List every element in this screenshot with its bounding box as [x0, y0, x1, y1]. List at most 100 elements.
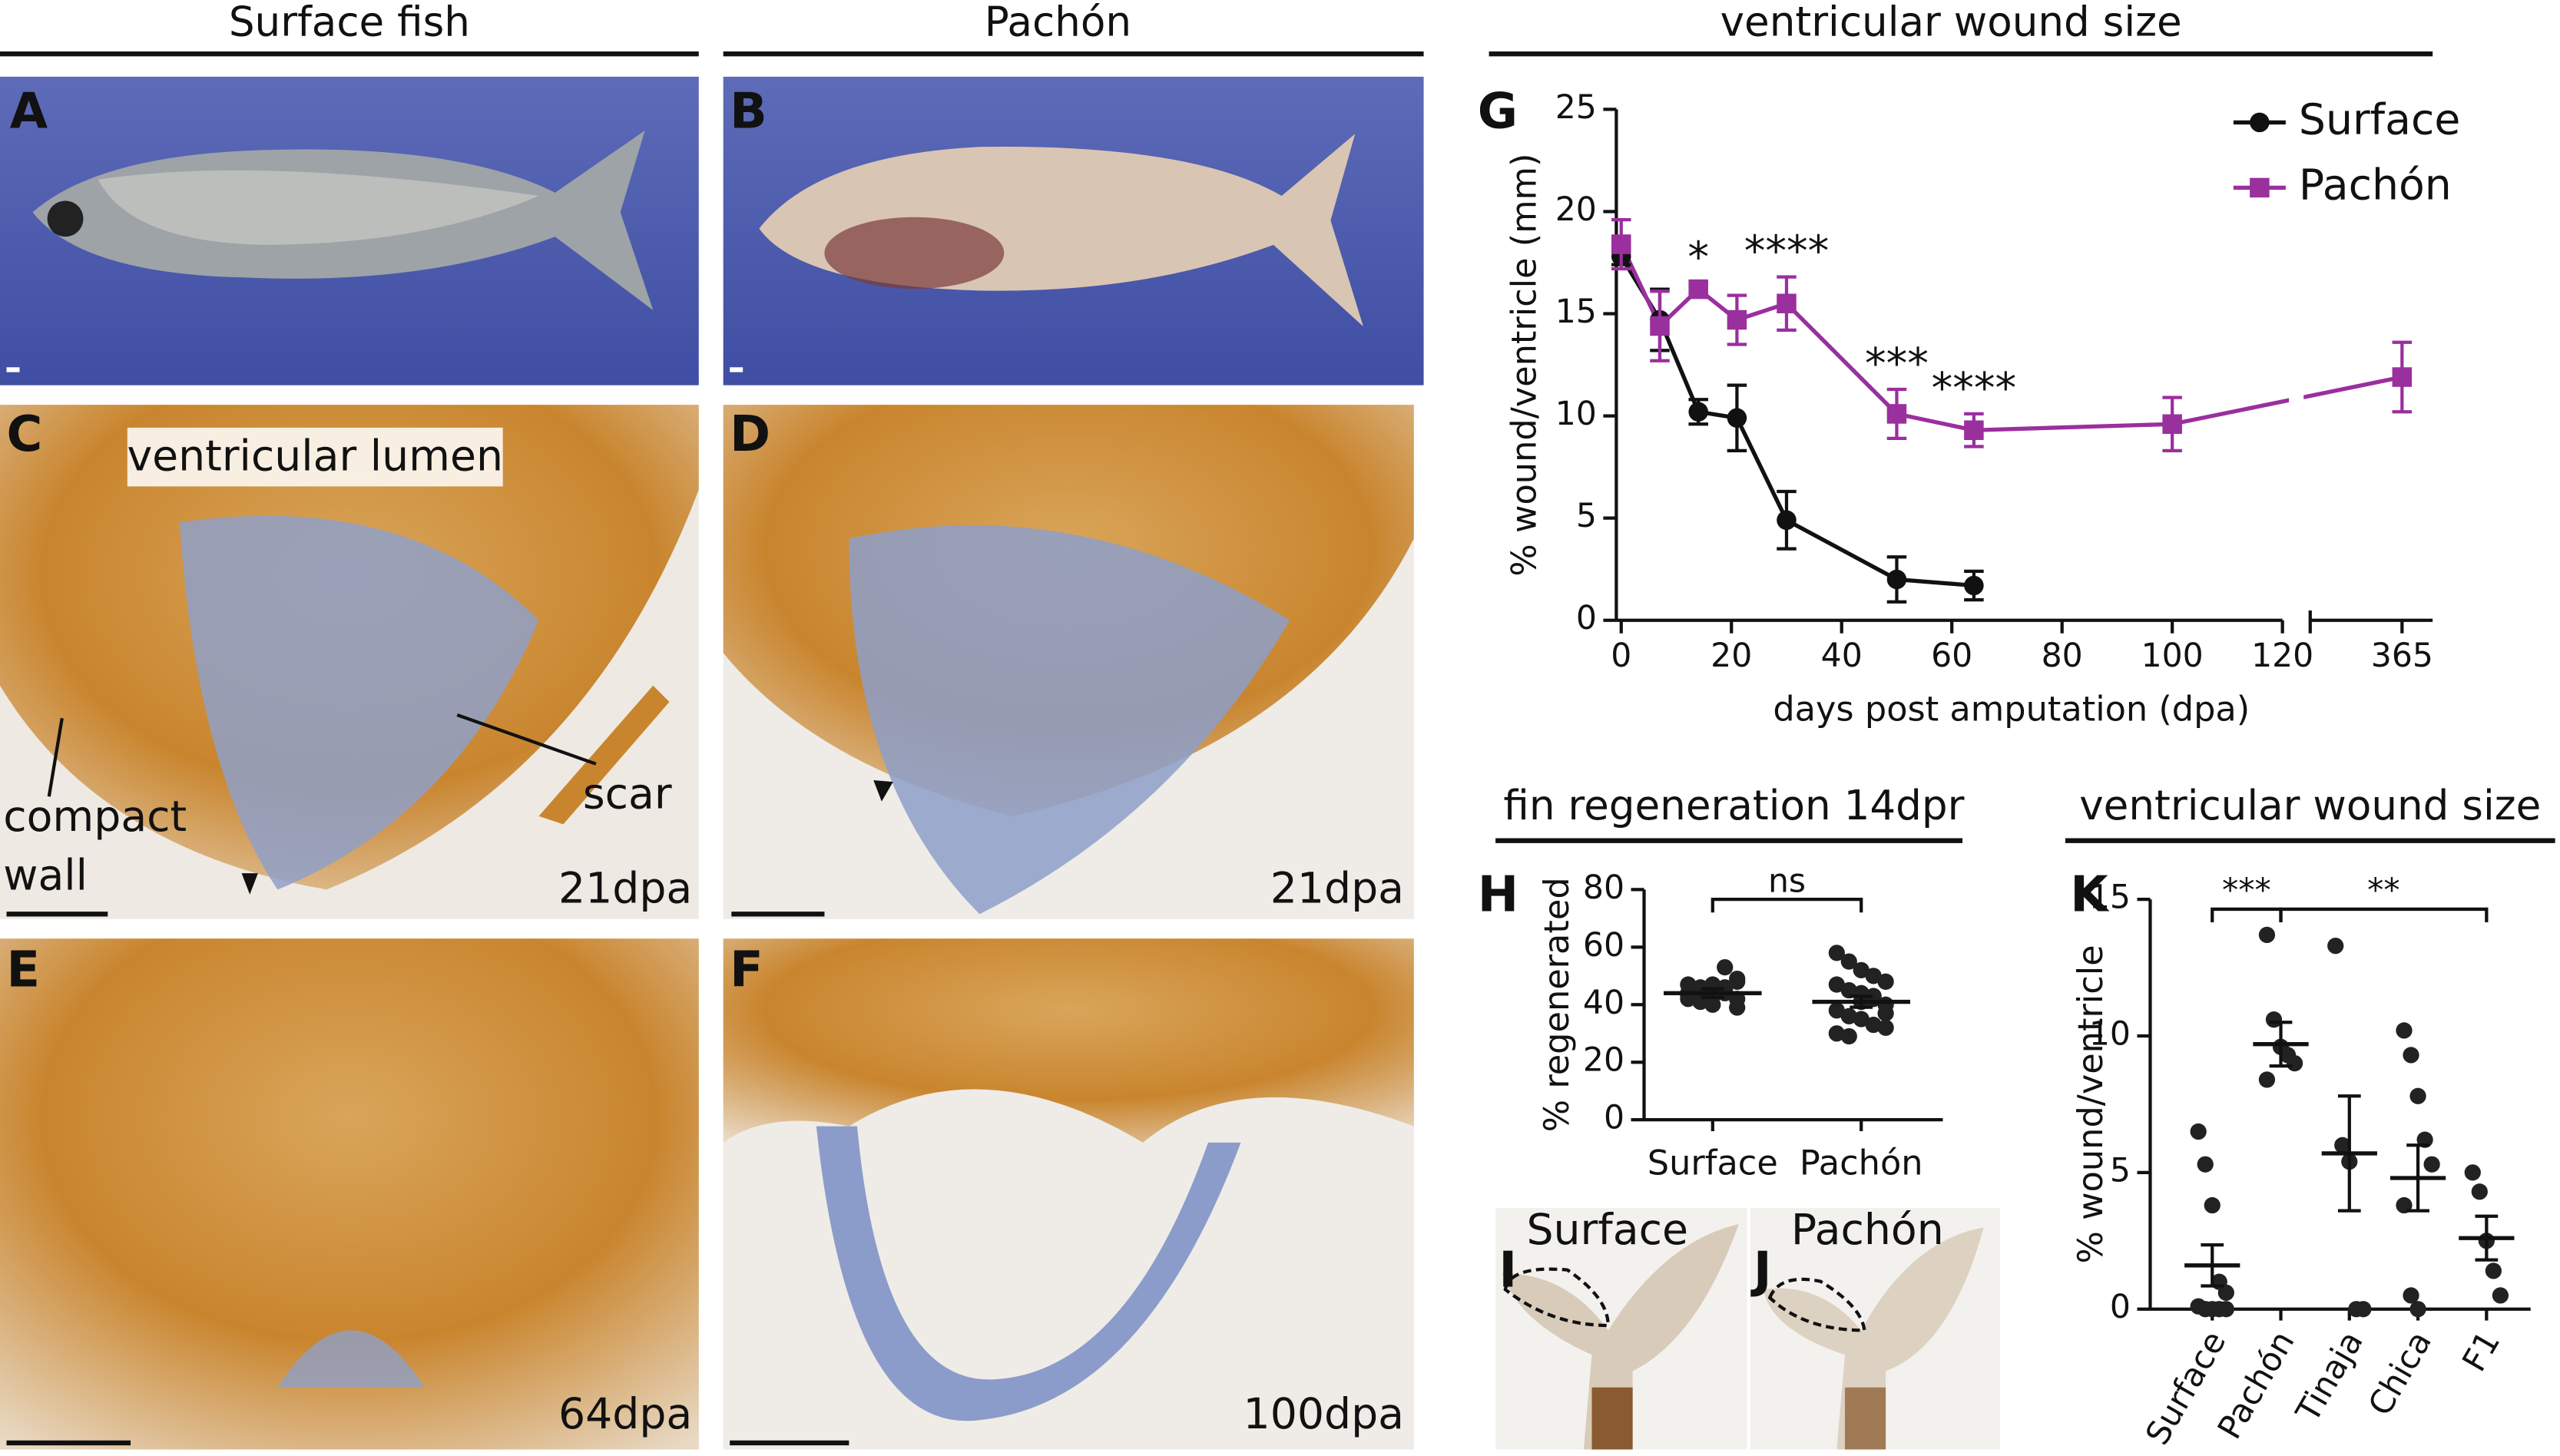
data-point — [1877, 1004, 1894, 1022]
data-point — [2492, 1287, 2509, 1304]
x-tick-label: 0 — [1611, 637, 1631, 675]
header: ventricular wound size — [2079, 782, 2541, 829]
legend-label: Pachón — [2299, 161, 2452, 210]
error-bar — [1701, 987, 1724, 1000]
y-tick-label: 40 — [1583, 984, 1624, 1022]
x-tick-label: Tinaja — [2289, 1325, 2371, 1429]
panel-letter: A — [10, 83, 48, 140]
y-axis-label: % regenerated — [1537, 877, 1577, 1132]
x-tick-label: 60 — [1931, 637, 1972, 675]
x-tick-label: 365 — [2371, 637, 2433, 675]
marker — [1777, 293, 1797, 313]
stage-label: 100dpa — [1244, 1390, 1404, 1439]
data-point — [1828, 1002, 1845, 1019]
data-point — [2334, 1137, 2351, 1153]
y-tick-label: 60 — [1583, 927, 1624, 965]
x-tick-label: F1 — [2456, 1325, 2508, 1378]
photo-label: scar — [583, 769, 672, 819]
y-tick-label: 15 — [1555, 293, 1597, 331]
comparison-bracket — [2279, 907, 2489, 922]
data-point — [1717, 958, 1734, 976]
data-point — [1865, 1016, 1882, 1034]
data-point — [1840, 981, 1857, 999]
data-point — [2204, 1196, 2221, 1214]
comparison-bracket — [1711, 898, 1863, 913]
marker — [1886, 404, 1907, 424]
y-axis-label: % wound/ventricle — [2071, 945, 2111, 1263]
y-tick-label: 20 — [1583, 1042, 1624, 1080]
y-tick-label: 25 — [1555, 89, 1597, 127]
photo-panel: B — [723, 76, 1424, 386]
panel-letter: G — [1478, 83, 1518, 140]
photo-label: wall — [3, 852, 88, 901]
y-tick-label: 5 — [1576, 498, 1597, 535]
y-tick-label: 10 — [1555, 395, 1597, 433]
data-point — [2355, 1301, 2372, 1318]
marker — [1727, 309, 1747, 330]
data-point — [1828, 976, 1845, 993]
panel-letter: E — [7, 941, 41, 998]
data-point — [1853, 961, 1869, 978]
data-point — [2396, 1022, 2413, 1039]
header: fin regeneration 14dpr — [1503, 782, 1964, 829]
photo-panel: 21dpa D — [723, 405, 1414, 919]
data-point — [2409, 1087, 2426, 1104]
data-point — [1877, 973, 1894, 990]
data-point — [1704, 996, 1721, 1013]
data-point — [2403, 1047, 2419, 1064]
marker — [1611, 234, 1631, 254]
data-point — [1853, 1011, 1869, 1027]
data-point — [2403, 1287, 2419, 1304]
data-point — [1840, 1027, 1857, 1045]
photo-panel: Pachón J — [1750, 1206, 2000, 1450]
marker — [1886, 569, 1907, 590]
significance: **** — [1932, 364, 2017, 413]
photo-panel: 64dpa E — [0, 938, 699, 1450]
y-tick-label: 0 — [1604, 1100, 1624, 1137]
data-point — [2464, 1164, 2481, 1181]
data-point — [2190, 1123, 2207, 1140]
significance: **** — [1744, 227, 1830, 276]
data-point — [2197, 1156, 2214, 1173]
marker — [2162, 414, 2182, 434]
error-bar — [1850, 994, 1873, 1009]
marker — [1727, 408, 1747, 429]
data-point — [1680, 976, 1697, 993]
data-point — [2327, 938, 2344, 955]
data-point — [1840, 953, 1857, 970]
photo-panel: Surface I — [1495, 1206, 1747, 1450]
break-gap — [2289, 109, 2304, 614]
y-tick-label: 5 — [2110, 1152, 2131, 1190]
data-point — [1877, 1019, 1894, 1036]
significance: ** — [2367, 872, 2400, 910]
error-bar — [2475, 1214, 2499, 1262]
error-bar — [2406, 1143, 2429, 1213]
x-tick-label: 120 — [2251, 637, 2313, 675]
x-tick-label: 40 — [1821, 637, 1863, 675]
significance: *** — [1865, 339, 1929, 389]
significance: *** — [2222, 872, 2271, 910]
photo-label: compact — [3, 793, 187, 842]
data-point — [2217, 1284, 2234, 1301]
x-tick-label: 80 — [2042, 637, 2083, 675]
significance: * — [1687, 233, 1709, 283]
data-point — [1840, 1008, 1857, 1024]
legend-marker — [2250, 177, 2270, 198]
marker — [1688, 279, 1708, 299]
x-tick-label: Chica — [2362, 1325, 2439, 1422]
marker — [1964, 575, 1984, 596]
panel-letter: J — [1750, 1243, 1772, 1299]
x-tick-label: Pachón — [1800, 1143, 1923, 1183]
y-tick-label: 80 — [1583, 869, 1624, 907]
panel-letter: F — [730, 941, 763, 998]
data-point — [2258, 926, 2276, 944]
x-axis-label: days post amputation (dpa) — [1773, 690, 2250, 730]
data-point — [1865, 968, 1882, 984]
marker — [1688, 402, 1708, 422]
y-tick-label: 20 — [1555, 191, 1597, 229]
photo-panel: A — [0, 76, 699, 386]
panel-letter: I — [1499, 1243, 1517, 1299]
header: Pachón — [985, 0, 1131, 46]
data-point — [2485, 1262, 2502, 1279]
